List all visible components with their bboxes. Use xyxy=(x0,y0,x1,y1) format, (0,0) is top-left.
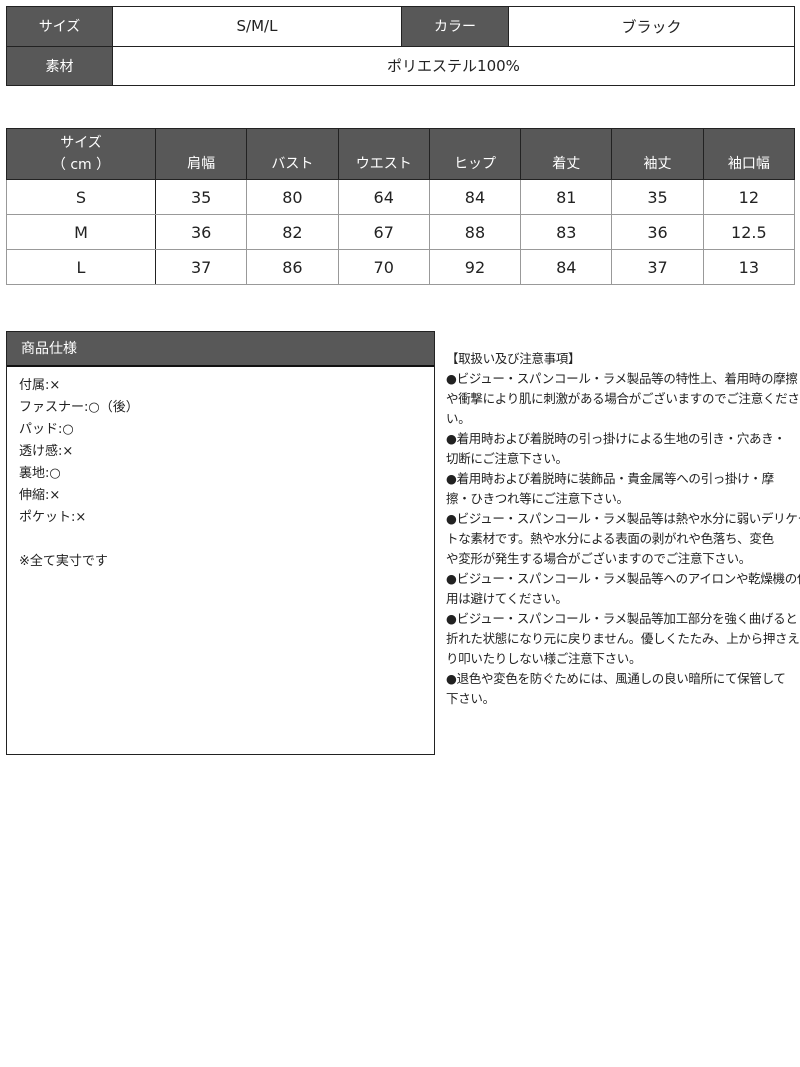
product-spec-title: 商品仕様 xyxy=(7,332,434,367)
material-label: 素材 xyxy=(6,45,113,86)
measurement-cell: 67 xyxy=(337,214,430,250)
note-line: や変形が発生する場合がございますのでご注意下さい。 xyxy=(446,551,752,566)
note-line: トな素材です。熱や水分による表面の剥がれや色落ち、変色 xyxy=(446,531,774,546)
column-header: 着丈 xyxy=(520,128,613,180)
spec-item: 裏地:○ xyxy=(19,466,61,481)
measurement-cell: 12 xyxy=(702,179,796,215)
measurement-cell: 36 xyxy=(611,214,704,250)
size-table-header: サイズ （ cm ） 肩幅 バスト ウエスト ヒップ 着丈 袖丈 袖口幅 xyxy=(6,128,796,180)
note-line: ●ビジュー・スパンコール・ラメ製品等加工部分を強く曲げると xyxy=(446,611,798,626)
spec-item: ポケット:× xyxy=(19,510,87,525)
note-line: 【取扱い及び注意事項】 xyxy=(446,351,581,366)
measurement-cell: 80 xyxy=(246,179,339,215)
color-label: カラー xyxy=(401,6,509,47)
color-value: ブラック xyxy=(508,6,795,47)
spec-item: 透け感:× xyxy=(19,444,74,459)
size-cell: S xyxy=(6,179,156,215)
measurement-cell: 37 xyxy=(611,249,704,285)
note-line: ●ビジュー・スパンコール・ラメ製品等は熱や水分に弱いデリケー xyxy=(446,511,800,526)
measurement-cell: 64 xyxy=(337,179,430,215)
product-spec-list: 付属:× ファスナー:○（後） パッド:○ 透け感:× 裏地:○ 伸縮:× ポケット:× ※全… xyxy=(7,367,434,573)
note-line: 切断にご注意下さい。 xyxy=(446,451,568,466)
product-spec-box: 商品仕様 付属:× ファスナー:○（後） パッド:○ 透け感:× 裏地:○ 伸縮:× ポケッ… xyxy=(6,331,435,755)
column-header: バスト xyxy=(246,128,339,180)
note-line: り叩いたりしない様ご注意下さい。 xyxy=(446,651,642,666)
measurement-cell: 83 xyxy=(520,214,613,250)
note-line: 下さい。 xyxy=(446,691,495,706)
column-header: ウエスト xyxy=(337,128,430,180)
measurement-cell: 92 xyxy=(428,249,522,285)
measurement-cell: 36 xyxy=(154,214,248,250)
size-table: サイズ（ cm ） 肩幅 バスト ウエスト ヒップ 着丈 袖丈 袖口幅 S 35 8… xyxy=(6,128,796,285)
measurement-cell: 84 xyxy=(428,179,522,215)
note-line: 折れた状態になり元に戻りません。優しくたたみ、上から押さえた xyxy=(446,631,800,646)
measurement-cell: 12.5 xyxy=(702,214,796,250)
measurement-cell: 35 xyxy=(154,179,248,215)
measurement-cell: 13 xyxy=(702,249,796,285)
size-label: サイズ xyxy=(6,6,113,47)
measurement-cell: 88 xyxy=(428,214,522,250)
measurement-cell: 70 xyxy=(337,249,430,285)
column-header: 袖丈 xyxy=(611,128,704,180)
spec-note: ※全て実寸です xyxy=(19,554,108,569)
note-line: ●ビジュー・スパンコール・ラメ製品等の特性上、着用時の摩擦 xyxy=(446,371,798,386)
note-line: ●着用時および着脱時に装飾品・貴金属等への引っ掛け・摩 xyxy=(446,471,774,486)
care-notes: 【取扱い及び注意事項】 ●ビジュー・スパンコール・ラメ製品等の特性上、着用時の摩擦… xyxy=(446,349,800,709)
size-header-cell: サイズ （ cm ） xyxy=(6,128,156,180)
note-line: 擦・ひきつれ等にご注意下さい。 xyxy=(446,491,629,506)
size-cell: M xyxy=(6,214,156,250)
material-value: ポリエステル100% xyxy=(112,45,795,86)
measurement-cell: 84 xyxy=(520,249,613,285)
column-header: 肩幅 xyxy=(154,128,248,180)
column-header: 袖口幅 xyxy=(702,128,796,180)
spec-item: 伸縮:× xyxy=(19,488,61,503)
note-line: い。 xyxy=(446,411,471,426)
size-row: S 35 80 64 84 81 35 12 xyxy=(6,179,796,215)
note-line: ●着用時および着脱時の引っ掛けによる生地の引き・穴あき・ xyxy=(446,431,786,446)
measurement-cell: 37 xyxy=(154,249,248,285)
spec-item: 付属:× xyxy=(19,378,61,393)
measurement-cell: 81 xyxy=(520,179,613,215)
size-header-line1: サイズ xyxy=(60,135,102,151)
column-header: ヒップ xyxy=(428,128,522,180)
note-line: 用は避けてください。 xyxy=(446,591,568,606)
spec-item: パッド:○ xyxy=(19,422,74,437)
measurement-cell: 82 xyxy=(246,214,339,250)
measurement-cell: 35 xyxy=(611,179,704,215)
spec-item: ファスナー:○（後） xyxy=(19,400,139,415)
note-line: や衝撃により肌に刺激がある場合がございますのでご注意ください xyxy=(446,391,800,406)
basic-info-table: サイズ S/M/L カラー ブラック 素材 ポリエステル100% xyxy=(6,6,795,86)
size-value: S/M/L xyxy=(112,6,402,47)
note-line: ●退色や変色を防ぐためには、風通しの良い暗所にて保管して xyxy=(446,671,786,686)
size-row: L 37 86 70 92 84 37 13 xyxy=(6,249,796,285)
note-line: ●ビジュー・スパンコール・ラメ製品等へのアイロンや乾燥機の使 xyxy=(446,571,800,586)
measurement-cell: 86 xyxy=(246,249,339,285)
size-header-unit: （ cm ） xyxy=(51,157,111,173)
size-cell: L xyxy=(6,249,156,285)
size-row: M 36 82 67 88 83 36 12.5 xyxy=(6,214,796,250)
